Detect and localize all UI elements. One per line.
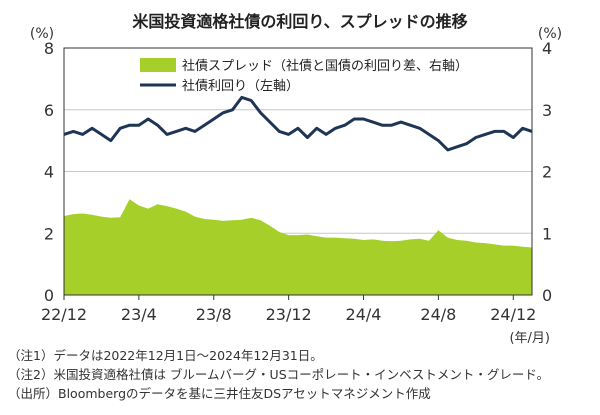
note-2: （注2）米国投資適格社債は ブルームバーグ・USコーポレート・インベストメント・… xyxy=(8,367,550,382)
yield-series xyxy=(63,95,533,152)
right-tick-label: 2 xyxy=(542,163,552,182)
left-tick-label: 2 xyxy=(44,224,54,243)
x-tick-label: 24/12 xyxy=(490,305,536,324)
right-tick-label: 3 xyxy=(542,101,552,120)
x-tick-label: 24/8 xyxy=(420,305,456,324)
legend-swatch-spread xyxy=(140,58,176,72)
chart-title: 米国投資適格社債の利回り、スプレッドの推移 xyxy=(132,12,468,31)
right-axis-unit: (%) xyxy=(538,26,562,42)
legend-label-yield: 社債利回り（左軸） xyxy=(182,78,299,94)
right-tick-label: 4 xyxy=(542,39,552,58)
spread-series xyxy=(64,199,532,295)
x-tick-label: 23/4 xyxy=(121,305,157,324)
x-tick-label: 23/12 xyxy=(266,305,312,324)
note-source: （出所）Bloombergのデータを基に三井住友DSアセットマネジメント作成 xyxy=(8,386,431,401)
x-tick-label: 22/12 xyxy=(41,305,87,324)
left-tick-label: 4 xyxy=(44,163,54,182)
x-tick-label: 24/4 xyxy=(346,305,382,324)
yield-line xyxy=(63,95,533,152)
left-tick-label: 0 xyxy=(44,286,54,305)
footnotes: （注1）データは2022年12月1日～2024年12月31日。 （注2）米国投資… xyxy=(8,346,549,403)
right-tick-label: 0 xyxy=(542,286,552,305)
x-tick-label: 23/8 xyxy=(196,305,232,324)
legend: 社債スプレッド（社債と国債の利回り差、右軸） 社債利回り（左軸） xyxy=(140,58,468,94)
left-tick-label: 8 xyxy=(44,39,54,58)
plot-frame xyxy=(63,47,533,296)
legend-label-spread: 社債スプレッド（社債と国債の利回り差、右軸） xyxy=(182,58,468,74)
note-1: （注1）データは2022年12月1日～2024年12月31日。 xyxy=(8,348,323,363)
right-tick-label: 1 xyxy=(542,224,552,243)
left-tick-label: 6 xyxy=(44,101,54,120)
spread-area xyxy=(64,199,532,295)
left-axis-unit: (%) xyxy=(30,26,54,42)
x-axis-unit: (年/月) xyxy=(509,331,550,345)
